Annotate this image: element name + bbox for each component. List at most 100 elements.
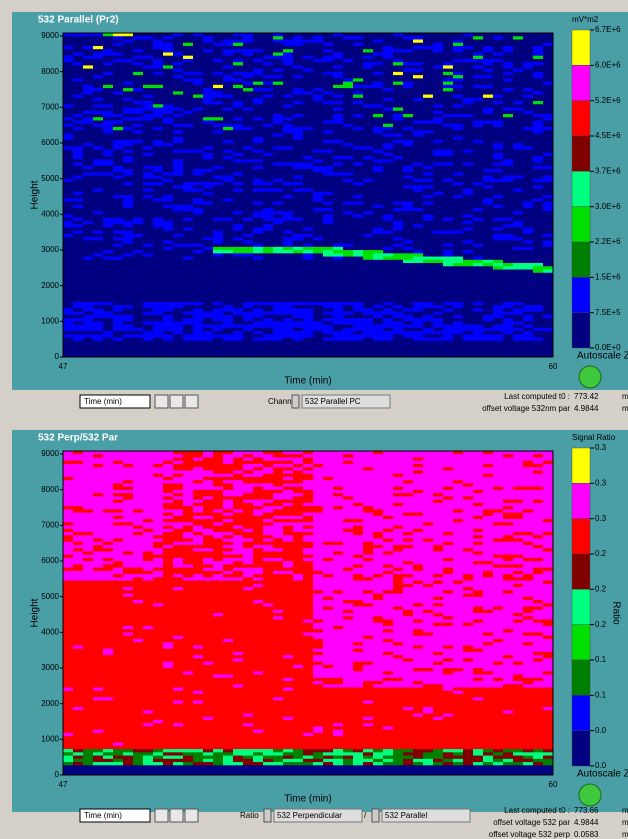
heatmap-cell <box>113 130 123 134</box>
heatmap-cell <box>373 273 383 277</box>
heatmap-cell <box>63 331 73 335</box>
heatmap-cell <box>303 276 313 280</box>
heatmap-cell <box>143 273 153 277</box>
heatmap-cell <box>423 111 433 115</box>
heatmap-cell <box>223 299 233 303</box>
heatmap-cell <box>93 176 103 180</box>
heatmap-cell <box>453 282 463 286</box>
heatmap-cell <box>473 305 483 309</box>
heatmap-cell <box>433 72 443 76</box>
heatmap-cell <box>303 237 313 241</box>
heatmap-cell <box>503 224 513 228</box>
heatmap-cell <box>123 124 133 128</box>
heatmap-cell <box>283 169 293 173</box>
heatmap-cell <box>93 43 103 47</box>
heatmap-cell <box>373 347 383 351</box>
heatmap-cell <box>83 69 93 73</box>
heatmap-cell <box>523 166 533 170</box>
heatmap-cell <box>333 156 343 160</box>
heatmap-cell <box>313 182 323 186</box>
heatmap-cell <box>363 344 373 348</box>
heatmap-cell <box>423 302 433 306</box>
heatmap-cell <box>373 159 383 163</box>
heatmap-cell <box>413 52 423 56</box>
heatmap-cell <box>113 111 123 115</box>
heatmap-cell <box>253 257 263 261</box>
heatmap-cell <box>193 263 203 267</box>
heatmap-cell <box>343 270 353 274</box>
heatmap-cell <box>423 214 433 218</box>
heatmap-cell <box>133 201 143 205</box>
heatmap-cell <box>473 137 483 141</box>
heatmap-cell <box>163 282 173 286</box>
heatmap-cell <box>423 182 433 186</box>
ring-arrows[interactable] <box>292 395 299 408</box>
heatmap-cell <box>423 192 433 196</box>
heatmap-cell <box>423 338 433 342</box>
graph-tool-button[interactable] <box>155 395 168 408</box>
heatmap-cell <box>393 334 403 338</box>
heatmap-cell <box>393 159 403 163</box>
graph-tool-button[interactable] <box>185 395 198 408</box>
heatmap-cell <box>343 59 353 63</box>
heatmap-cell <box>533 325 543 329</box>
heatmap-cell <box>313 43 323 47</box>
heatmap-cell <box>93 325 103 329</box>
heatmap-cell <box>513 247 523 251</box>
heatmap-cell <box>323 120 333 124</box>
heatmap-cell <box>293 75 303 79</box>
heatmap-cell <box>343 195 353 199</box>
heatmap-cell <box>503 156 513 160</box>
heatmap-cell <box>183 59 193 63</box>
heatmap-cell <box>223 62 233 66</box>
graph-tool-button[interactable] <box>170 395 183 408</box>
heatmap-cell <box>223 43 233 47</box>
heatmap-cell <box>103 49 113 53</box>
heatmap-cell <box>353 321 363 325</box>
heatmap-cell <box>63 231 73 235</box>
heatmap-cell <box>383 56 393 60</box>
heatmap-cell <box>523 72 533 76</box>
heatmap-cell <box>293 211 303 215</box>
heatmap-cell <box>303 270 313 274</box>
heatmap-cell <box>93 52 103 56</box>
heatmap-cell <box>373 201 383 205</box>
heatmap-cell <box>473 146 483 150</box>
heatmap-cell <box>93 276 103 280</box>
heatmap-cell <box>293 43 303 47</box>
heatmap-cell <box>403 75 413 79</box>
heatmap-cell <box>163 133 173 137</box>
heatmap-cell <box>313 78 323 82</box>
heatmap-cell <box>233 253 243 257</box>
heatmap-cell <box>173 218 183 222</box>
heatmap-cell <box>423 176 433 180</box>
autoscale-button[interactable] <box>579 366 601 388</box>
heatmap-cell <box>83 127 93 131</box>
heatmap-cell <box>243 270 253 274</box>
heatmap-cell <box>353 231 363 235</box>
heatmap-cell <box>213 195 223 199</box>
heatmap-cell <box>353 108 363 112</box>
heatmap-cell <box>543 150 553 154</box>
heatmap-cell <box>123 351 133 355</box>
heatmap-cell <box>453 117 463 121</box>
heatmap-cell <box>73 305 83 309</box>
heatmap-cell <box>243 328 253 332</box>
heatmap-cell <box>203 49 213 53</box>
heatmap-cell <box>123 234 133 238</box>
heatmap-cell <box>83 46 93 50</box>
heatmap-cell <box>313 85 323 89</box>
heatmap-cell <box>133 240 143 244</box>
heatmap-cell <box>263 286 273 290</box>
heatmap-cell <box>243 46 253 50</box>
heatmap-cell <box>203 62 213 66</box>
heatmap-cell <box>393 163 403 167</box>
heatmap-cell <box>403 201 413 205</box>
heatmap-cell <box>263 312 273 316</box>
heatmap-cell <box>103 279 113 283</box>
heatmap-cell <box>143 334 153 338</box>
heatmap-cell <box>73 279 83 283</box>
heatmap-cell <box>323 62 333 66</box>
heatmap-cell <box>503 289 513 293</box>
heatmap-cell <box>273 36 283 40</box>
